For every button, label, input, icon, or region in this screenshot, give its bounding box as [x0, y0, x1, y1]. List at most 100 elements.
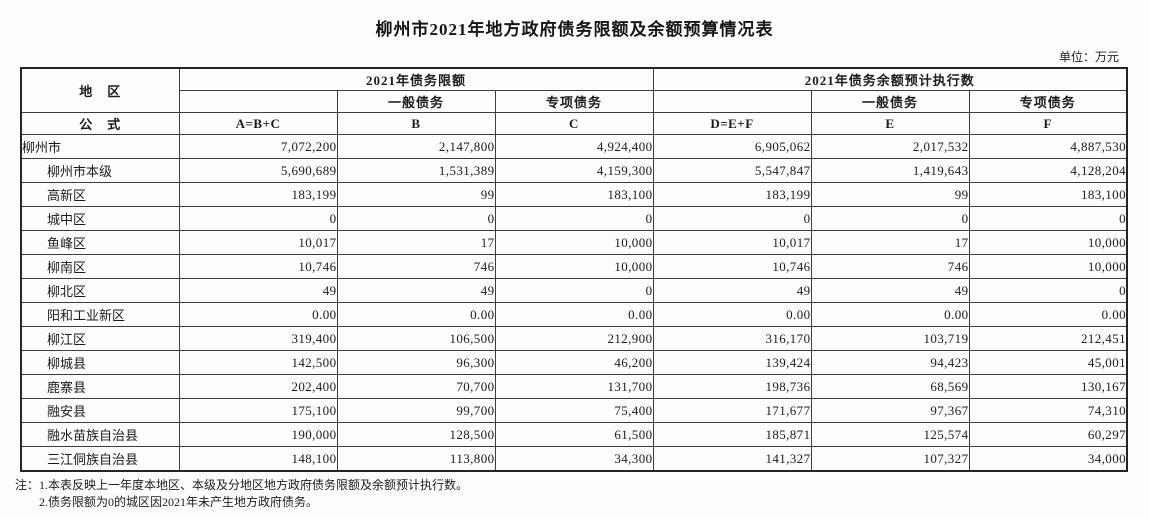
sub-empty-cell: [652, 90, 812, 113]
value-cell: 10,746: [652, 254, 812, 279]
value-cell: 0: [968, 278, 1128, 303]
value-cell: 49: [652, 278, 812, 303]
formula-c: C: [494, 112, 654, 135]
sub-special-debt-limit: 专项债务: [494, 90, 654, 113]
value-cell: 183,100: [968, 182, 1128, 207]
value-cell: 183,199: [178, 182, 338, 207]
value-cell: 0.00: [336, 302, 496, 327]
sub-general-debt-limit: 一般债务: [336, 90, 496, 113]
table-sheet: 单位：万元 地 区 2021年债务限额 2021年债务余额预计执行数 一般债务 …: [20, 40, 1128, 472]
table-row: 融安县 175,100 99,700 75,400 171,677 97,367…: [20, 398, 1128, 423]
value-cell: 175,100: [178, 398, 338, 423]
value-cell: 148,100: [178, 446, 338, 472]
region-cell: 鹿寨县: [20, 374, 180, 399]
sub-empty-cell: [178, 90, 338, 113]
value-cell: 60,297: [968, 422, 1128, 447]
value-cell: 49: [178, 278, 338, 303]
header-sub-row: 一般债务 专项债务 一般债务 专项债务: [21, 90, 1128, 113]
value-cell: 10,746: [178, 254, 338, 279]
group-limit-header: 2021年债务限额: [178, 67, 654, 91]
table-row: 柳州市 7,072,200 2,147,800 4,924,400 6,905,…: [20, 134, 1128, 159]
region-cell: 柳州市本级: [20, 158, 180, 183]
value-cell: 0.00: [810, 302, 970, 327]
table-row: 鱼峰区 10,017 17 10,000 10,017 17 10,000: [20, 230, 1128, 255]
value-cell: 0.00: [968, 302, 1128, 327]
formula-e: E: [810, 112, 970, 135]
value-cell: 0.00: [494, 302, 654, 327]
value-cell: 131,700: [494, 374, 654, 399]
table-row: 柳江区 319,400 106,500 212,900 316,170 103,…: [20, 326, 1128, 351]
page-title: 柳州市2021年地方政府债务限额及余额预算情况表: [375, 20, 774, 39]
table-row: 鹿寨县 202,400 70,700 131,700 198,736 68,56…: [20, 374, 1128, 399]
region-header-cell: 地 区: [20, 67, 180, 113]
value-cell: 319,400: [178, 326, 338, 351]
footnotes: 注：1.本表反映上一年度本地区、本级及分地区地方政府债务限额及余额预计执行数。 …: [15, 477, 1149, 511]
value-cell: 0: [652, 206, 812, 231]
value-cell: 2,017,532: [810, 134, 970, 159]
table-body: 柳州市 7,072,200 2,147,800 4,924,400 6,905,…: [20, 134, 1128, 472]
value-cell: 49: [336, 278, 496, 303]
region-cell: 城中区: [20, 206, 180, 231]
group-balance-header: 2021年债务余额预计执行数: [652, 67, 1128, 91]
value-cell: 107,327: [810, 446, 970, 472]
value-cell: 99: [336, 182, 496, 207]
value-cell: 17: [336, 230, 496, 255]
value-cell: 128,500: [336, 422, 496, 447]
formula-f: F: [968, 112, 1128, 135]
footnote-line-1: 注：1.本表反映上一年度本地区、本级及分地区地方政府债务限额及余额预计执行数。: [15, 477, 1149, 494]
region-cell: 融水苗族自治县: [20, 422, 180, 447]
footnote-prefix: 注：: [15, 478, 40, 492]
value-cell: 99: [810, 182, 970, 207]
value-cell: 202,400: [178, 374, 338, 399]
value-cell: 113,800: [336, 446, 496, 472]
value-cell: 0.00: [652, 302, 812, 327]
sub-general-debt-balance: 一般债务: [810, 90, 970, 113]
value-cell: 0: [494, 206, 654, 231]
value-cell: 185,871: [652, 422, 812, 447]
value-cell: 316,170: [652, 326, 812, 351]
value-cell: 96,300: [336, 350, 496, 375]
value-cell: 0: [968, 206, 1128, 231]
value-cell: 10,000: [968, 230, 1128, 255]
value-cell: 1,419,643: [810, 158, 970, 183]
table-row: 柳南区 10,746 746 10,000 10,746 746 10,000: [20, 254, 1128, 279]
region-cell: 融安县: [20, 398, 180, 423]
value-cell: 10,000: [494, 230, 654, 255]
value-cell: 171,677: [652, 398, 812, 423]
table-row: 阳和工业新区 0.00 0.00 0.00 0.00 0.00 0.00: [20, 302, 1128, 327]
value-cell: 141,327: [652, 446, 812, 472]
value-cell: 142,500: [178, 350, 338, 375]
value-cell: 746: [810, 254, 970, 279]
debt-budget-table: 地 区 2021年债务限额 2021年债务余额预计执行数 一般债务 专项债务 一…: [20, 67, 1128, 472]
value-cell: 746: [336, 254, 496, 279]
formula-header-cell: 公 式: [20, 112, 180, 135]
value-cell: 70,700: [336, 374, 496, 399]
formula-a: A=B+C: [178, 112, 338, 135]
header-group-row: 地 区 2021年债务限额 2021年债务余额预计执行数: [20, 67, 1128, 113]
value-cell: 4,887,530: [968, 134, 1128, 159]
value-cell: 125,574: [810, 422, 970, 447]
unit-label: 单位：万元: [1058, 50, 1119, 64]
value-cell: 0.00: [178, 302, 338, 327]
value-cell: 74,310: [968, 398, 1128, 423]
value-cell: 183,100: [494, 182, 654, 207]
value-cell: 7,072,200: [178, 134, 338, 159]
value-cell: 212,451: [968, 326, 1128, 351]
value-cell: 34,000: [968, 446, 1128, 472]
value-cell: 212,900: [494, 326, 654, 351]
value-cell: 10,017: [652, 230, 812, 255]
value-cell: 49: [810, 278, 970, 303]
region-cell: 柳城县: [20, 350, 180, 375]
value-cell: 94,423: [810, 350, 970, 375]
table-row: 三江侗族自治县 148,100 113,800 34,300 141,327 1…: [20, 446, 1128, 472]
region-cell: 三江侗族自治县: [20, 446, 180, 472]
header-formula-row: 公 式 A=B+C B C D=E+F E F: [20, 112, 1128, 135]
region-cell: 柳江区: [20, 326, 180, 351]
footnote-text-1: 1.本表反映上一年度本地区、本级及分地区地方政府债务限额及余额预计执行数。: [39, 478, 469, 492]
sub-special-debt-balance: 专项债务: [968, 90, 1128, 113]
value-cell: 1,531,389: [336, 158, 496, 183]
table-row: 柳北区 49 49 0 49 49 0: [20, 278, 1128, 303]
formula-b: B: [336, 112, 496, 135]
region-cell: 高新区: [20, 182, 180, 207]
value-cell: 183,199: [652, 182, 812, 207]
